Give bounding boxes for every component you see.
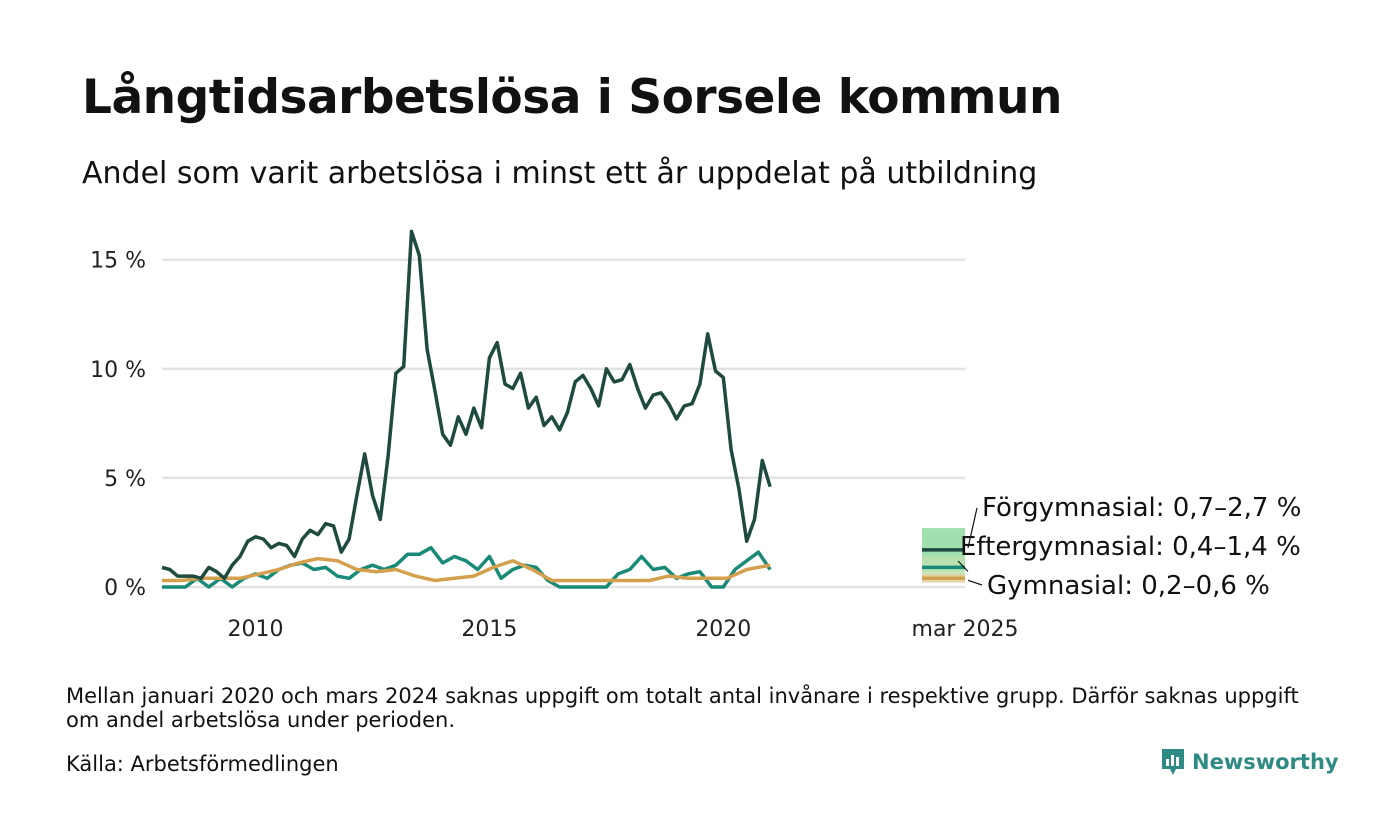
x-tick-label: 2010 bbox=[228, 617, 284, 642]
series-label-eftergymnasial: Eftergymnasial: 0,4–1,4 % bbox=[960, 532, 1301, 562]
leader-line bbox=[957, 560, 969, 572]
series-line-förgymnasial bbox=[161, 229, 772, 581]
y-tick-label: 10 % bbox=[90, 358, 146, 383]
newsworthy-icon bbox=[1162, 749, 1184, 775]
leader-line bbox=[967, 507, 978, 549]
leader-line bbox=[967, 579, 983, 586]
x-tick-label: 2015 bbox=[461, 617, 517, 642]
y-tick-label: 15 % bbox=[90, 249, 146, 274]
x-axis-ticks: 2010 2015 2020 mar 2025 bbox=[228, 617, 1019, 642]
x-tick-label: 2020 bbox=[695, 617, 751, 642]
source-text: Källa: Arbetsförmedlingen bbox=[66, 752, 339, 776]
series-lines bbox=[161, 229, 772, 589]
brand-name: Newsworthy bbox=[1192, 750, 1339, 774]
series-line-eftergymnasial bbox=[162, 545, 772, 589]
latest-range-bands bbox=[922, 528, 965, 583]
chart-title: Långtidsarbetslösa i Sorsele kommun bbox=[82, 70, 1062, 125]
y-tick-label: 5 % bbox=[104, 467, 146, 492]
series-labels: Förgymnasial: 0,7–2,7 % Eftergymnasial: 0… bbox=[957, 493, 1301, 601]
newsworthy-logo: Newsworthy bbox=[1160, 747, 1339, 777]
series-line-gymnasial bbox=[162, 556, 771, 583]
footnote: Mellan januari 2020 och mars 2024 saknas… bbox=[66, 684, 1299, 732]
y-axis-ticks: 0 % 5 % 10 % 15 % bbox=[90, 249, 146, 601]
y-tick-label: 0 % bbox=[104, 576, 146, 601]
x-tick-label: mar 2025 bbox=[912, 617, 1019, 642]
line-chart: 0 % 5 % 10 % 15 % 2010 2015 2020 mar 2025 Förg… bbox=[90, 229, 1301, 642]
series-label-förgymnasial: Förgymnasial: 0,7–2,7 % bbox=[982, 493, 1301, 523]
chart-subtitle: Andel som varit arbetslösa i minst ett å… bbox=[82, 156, 1038, 191]
series-label-gymnasial: Gymnasial: 0,2–0,6 % bbox=[987, 571, 1270, 601]
